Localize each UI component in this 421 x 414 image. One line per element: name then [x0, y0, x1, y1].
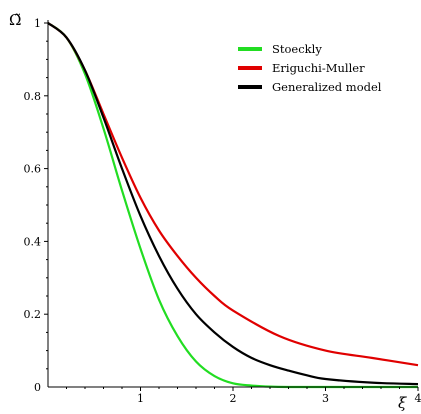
x-ticks: 1 2 3 4: [66, 387, 421, 405]
y-axis-label: Ω̃: [9, 11, 21, 29]
legend-label: Generalized model: [272, 80, 382, 94]
x-tick-label: 3: [322, 392, 329, 405]
y-tick-label: 0.8: [24, 90, 42, 103]
legend: Stoeckly Eriguchi-Muller Generalized model: [238, 42, 382, 94]
x-axis-label: ξ: [398, 394, 407, 412]
legend-label: Eriguchi-Muller: [272, 61, 365, 75]
y-tick-label: 1: [34, 17, 41, 30]
y-tick-label: 0.4: [24, 235, 42, 248]
legend-label: Stoeckly: [272, 42, 322, 56]
x-tick-label: 2: [230, 392, 237, 405]
series-lines: [47, 22, 419, 389]
series-line-generalized-model: [47, 22, 419, 386]
x-tick-label: 1: [137, 392, 144, 405]
y-tick-label: 0: [34, 381, 41, 394]
y-tick-label: 0.2: [24, 308, 42, 321]
y-tick-label: 0.6: [24, 163, 42, 176]
series-line-stoeckly: [47, 22, 418, 389]
x-tick-label: 4: [415, 392, 421, 405]
axes: [47, 20, 418, 388]
y-ticks: 0 0.2 0.4 0.6 0.8 1: [24, 17, 48, 394]
